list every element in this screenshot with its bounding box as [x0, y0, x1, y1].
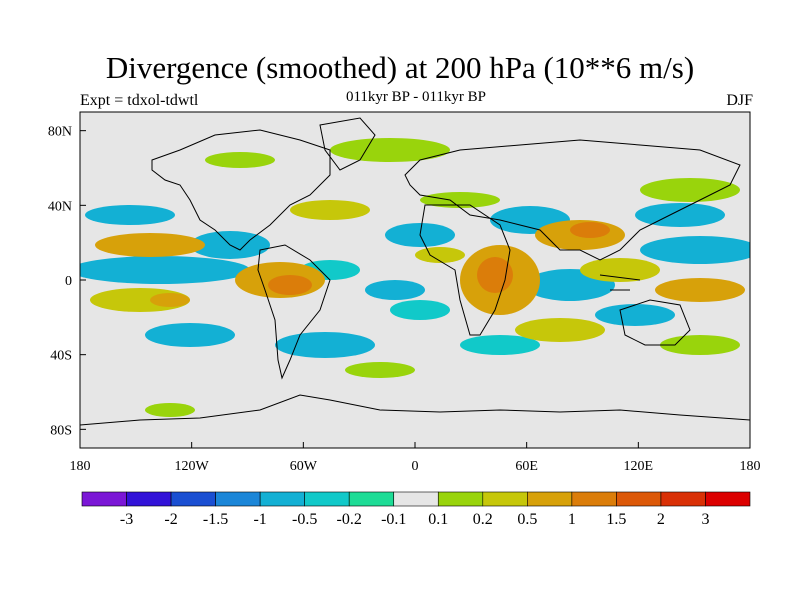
colorbar-box — [393, 491, 439, 507]
experiment-label: Expt = tdxol-tdwtl — [80, 92, 199, 109]
colorbar-label: 0.5 — [517, 511, 537, 528]
colorbar-label: 1.5 — [606, 511, 626, 528]
latitude-axis: 80N 40N 0 40S 80S — [48, 125, 86, 438]
colorbar-box — [348, 491, 395, 507]
colorbar-box — [259, 491, 305, 507]
lon-tick-label: 0 — [412, 459, 419, 474]
colorbar-label: 3 — [701, 511, 709, 528]
colorbar-box — [126, 491, 172, 507]
colorbar-box — [571, 491, 617, 507]
lon-tick-label: 180 — [740, 459, 761, 474]
colorbar-box — [616, 491, 662, 507]
colorbar-label: 0.1 — [428, 511, 448, 528]
longitude-axis: 180 120W 60W 0 60E 120E 180 — [70, 442, 761, 474]
colorbar-box — [304, 491, 350, 507]
period-label: 011kyr BP - 011kyr BP — [345, 89, 486, 105]
lon-tick-label: 60W — [290, 459, 318, 474]
colorbar — [81, 491, 751, 507]
plot-title: Divergence (smoothed) at 200 hPa (10**6 … — [105, 50, 695, 85]
season-label: DJF — [726, 92, 753, 109]
colorbar-label: 1 — [568, 511, 576, 528]
colorbar-box — [660, 491, 706, 507]
coastlines — [80, 117, 750, 426]
lon-tick-label: 120W — [175, 459, 210, 474]
colorbar-label: -2 — [164, 511, 177, 528]
colorbar-labels: -3 -2 -1.5 -1 -0.5 -0.2 -0.1 0.1 0.2 0.5 1 1.5 2 3 — [120, 511, 710, 528]
colorbar-box — [437, 491, 484, 507]
colorbar-label: -1 — [253, 511, 266, 528]
colorbar-box — [705, 491, 751, 507]
colorbar-label: -0.5 — [292, 511, 317, 528]
colorbar-label: -0.2 — [337, 511, 362, 528]
lat-tick-label: 40N — [48, 199, 72, 214]
divergence-field — [80, 138, 750, 417]
lat-tick-label: 80S — [50, 423, 72, 438]
colorbar-box — [215, 491, 261, 507]
colorbar-box — [527, 491, 573, 507]
colorbar-label: -1.5 — [203, 511, 228, 528]
colorbar-label: 2 — [657, 511, 665, 528]
map-panel — [80, 112, 750, 448]
colorbar-box — [482, 491, 528, 507]
lat-tick-label: 40S — [50, 349, 72, 364]
lon-tick-label: 180 — [70, 459, 91, 474]
lon-tick-label: 60E — [515, 459, 538, 474]
colorbar-box — [81, 491, 127, 507]
colorbar-label: 0.2 — [473, 511, 493, 528]
colorbar-label: -3 — [120, 511, 133, 528]
colorbar-box — [170, 491, 216, 507]
lat-tick-label: 80N — [48, 125, 72, 140]
colorbar-label: -0.1 — [381, 511, 406, 528]
lat-tick-label: 0 — [65, 274, 72, 289]
lon-tick-label: 120E — [624, 459, 654, 474]
